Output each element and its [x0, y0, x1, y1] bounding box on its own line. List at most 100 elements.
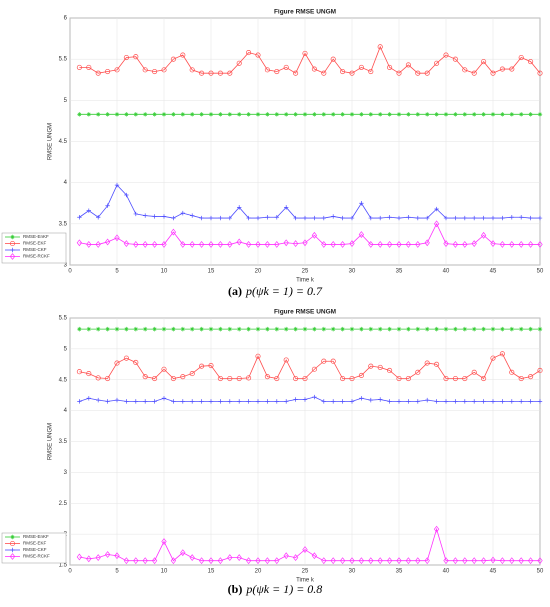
marker — [236, 60, 242, 66]
marker — [415, 369, 421, 375]
x-tick-label: 40 — [443, 569, 450, 575]
marker — [443, 240, 449, 248]
marker — [443, 399, 449, 404]
marker — [133, 240, 139, 248]
x-tick-label: 30 — [349, 269, 356, 275]
marker — [537, 215, 543, 221]
marker — [472, 112, 477, 117]
marker — [340, 68, 346, 75]
marker — [312, 394, 317, 400]
marker — [509, 66, 515, 72]
marker — [518, 557, 524, 565]
marker — [161, 214, 167, 219]
marker — [490, 399, 496, 404]
marker — [293, 70, 299, 76]
x-tick-label: 15 — [208, 569, 215, 575]
marker — [396, 326, 402, 332]
x-tick-label: 50 — [537, 569, 544, 575]
marker — [293, 326, 298, 332]
marker — [481, 59, 487, 65]
marker — [105, 203, 110, 208]
marker — [199, 112, 204, 117]
marker — [123, 557, 130, 565]
marker — [274, 215, 279, 220]
marker — [339, 240, 346, 248]
marker — [96, 215, 101, 220]
x-tick-label: 50 — [537, 269, 544, 275]
marker — [425, 112, 430, 117]
marker — [96, 397, 101, 403]
marker — [105, 326, 110, 332]
caption-text: p(ψk = 1) = 0.7 — [245, 284, 323, 298]
marker — [246, 326, 251, 332]
marker — [264, 240, 271, 248]
marker — [358, 64, 364, 70]
marker — [509, 399, 514, 404]
marker — [415, 557, 421, 565]
marker — [537, 112, 543, 117]
x-tick-label: 30 — [349, 569, 356, 575]
marker — [378, 397, 383, 402]
marker — [453, 215, 458, 221]
marker — [425, 326, 430, 332]
marker — [480, 557, 487, 565]
legend-marker — [9, 240, 16, 247]
marker — [105, 68, 111, 75]
marker — [208, 240, 214, 248]
marker — [255, 112, 261, 117]
marker — [452, 240, 459, 248]
marker — [255, 240, 261, 248]
legend-label: RMSE-EKF — [23, 541, 47, 546]
legend-label: RMSE-EnKF — [23, 234, 49, 239]
caption-label: (b) — [228, 582, 243, 596]
marker — [255, 353, 261, 359]
marker — [349, 215, 355, 221]
marker — [171, 215, 176, 221]
marker — [114, 360, 120, 366]
marker — [452, 56, 458, 62]
legend-marker — [10, 534, 15, 540]
marker — [490, 556, 496, 564]
marker — [133, 326, 138, 332]
marker — [124, 112, 129, 117]
caption-label: (a) — [228, 284, 242, 298]
legend-marker — [10, 234, 15, 240]
marker — [293, 397, 298, 402]
marker — [453, 326, 458, 332]
marker — [377, 44, 383, 50]
marker — [331, 112, 336, 117]
legend-marker — [9, 540, 16, 547]
x-tick-label: 45 — [490, 569, 497, 575]
marker — [387, 112, 392, 117]
x-tick-label: 10 — [161, 269, 168, 275]
marker — [443, 52, 449, 58]
marker — [227, 554, 233, 562]
marker — [302, 50, 308, 56]
x-axis-label: Time k — [296, 278, 315, 284]
legend-label: RMSE-EKF — [23, 241, 47, 246]
marker — [152, 399, 157, 404]
marker — [311, 366, 317, 372]
marker — [330, 240, 336, 248]
y-tick-label: 1.5 — [59, 563, 68, 569]
legend-marker — [9, 553, 16, 560]
marker — [302, 326, 308, 332]
y-tick-label: 5 — [64, 98, 68, 104]
marker — [161, 67, 167, 73]
marker — [151, 240, 158, 248]
marker — [95, 554, 101, 562]
marker — [537, 367, 543, 374]
marker — [133, 399, 138, 404]
marker — [386, 557, 393, 565]
marker — [433, 525, 440, 533]
marker — [396, 399, 402, 404]
marker — [76, 239, 83, 247]
marker — [368, 112, 373, 117]
marker — [292, 240, 299, 248]
marker — [245, 557, 252, 565]
marker — [434, 399, 439, 404]
marker — [104, 551, 111, 558]
marker — [302, 239, 308, 247]
x-tick-label: 15 — [208, 269, 215, 275]
